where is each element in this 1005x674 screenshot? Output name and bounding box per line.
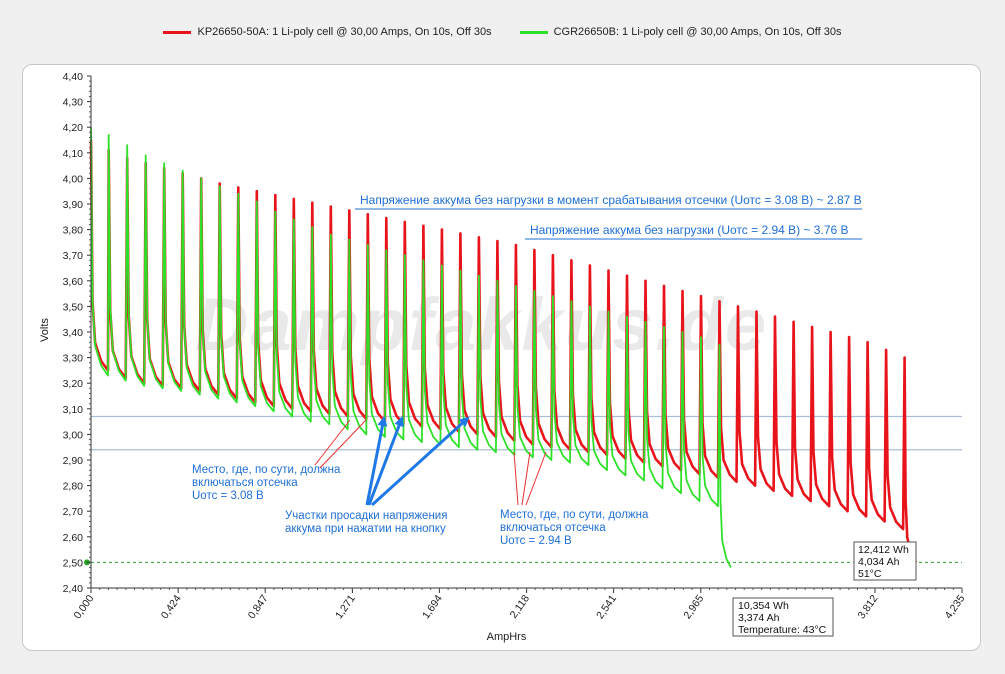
info-red-line1: 12,412 Wh	[858, 544, 909, 556]
annotation-top1: Напряжение аккума без нагрузки в момент …	[360, 193, 862, 207]
legend-item-red: KP26650-50A: 1 Li-poly cell @ 30,00 Amps…	[163, 26, 492, 38]
x-tick-label: 2,965	[681, 593, 706, 622]
x-tick-label: 1,694	[420, 593, 445, 622]
series-line-kp26650	[89, 139, 918, 564]
annotation-right-3: Uотс = 2.94 В	[500, 535, 572, 547]
info-green-line1: 10,354 Wh	[738, 600, 789, 612]
annotation-top2: Напряжение аккума без нагрузки (Uотс = 2…	[530, 223, 849, 237]
chart-legend: KP26650-50A: 1 Li-poly cell @ 30,00 Amps…	[0, 22, 1005, 42]
info-red-line2: 4,034 Ah	[858, 556, 900, 568]
info-green-line3: Temperature: 43°C	[738, 624, 827, 636]
y-tick-label: 2,60	[63, 532, 84, 544]
y-tick-label: 3,50	[63, 301, 84, 313]
annotation-left-3: Uотс = 3.08 В	[192, 490, 264, 502]
annotation-right-1: Место, где, по сути, должна	[500, 509, 649, 521]
legend-label-red: KP26650-50A: 1 Li-poly cell @ 30,00 Amps…	[197, 26, 492, 38]
y-tick-label: 2,90	[63, 455, 84, 467]
legend-swatch-green	[519, 30, 548, 34]
y-tick-label: 4,10	[63, 148, 84, 160]
y-tick-label: 2,40	[63, 583, 84, 595]
x-tick-label: 0,424	[159, 593, 184, 622]
y-tick-label: 3,70	[63, 250, 84, 262]
y-tick-label: 2,70	[63, 506, 84, 518]
y-tick-label: 3,20	[63, 378, 84, 390]
red-pointer-lines	[314, 419, 547, 506]
x-tick-label: 4,235	[943, 593, 968, 622]
y-axis-title: Volts	[39, 318, 51, 342]
y-tick-label: 3,30	[63, 353, 84, 365]
y-tick-label: 3,90	[63, 199, 84, 211]
y-tick-label: 3,10	[63, 404, 84, 416]
y-tick-label: 4,40	[63, 71, 84, 83]
annotation-mid-1: Участки просадки напряжения	[285, 510, 447, 522]
y-tick-label: 3,80	[63, 225, 84, 237]
y-tick-label: 2,50	[63, 557, 84, 569]
y-tick-label: 3,40	[63, 327, 84, 339]
legend-item-green: CGR26650B: 1 Li-poly cell @ 30,00 Amps, …	[519, 26, 842, 38]
info-red-line3: 51°C	[858, 568, 882, 580]
y-tick-label: 3,00	[63, 429, 84, 441]
annotation-left-2: включаться отсечка	[192, 477, 298, 489]
blue-arrows	[365, 416, 470, 507]
x-tick-label: 0,847	[246, 593, 271, 622]
x-tick-label: 0,000	[72, 593, 97, 622]
x-axis-title: AmpHrs	[487, 631, 527, 643]
legend-swatch-red	[163, 30, 192, 34]
x-tick-label: 1,271	[333, 593, 358, 622]
annotation-mid-2: аккума при нажатии на кнопку	[285, 523, 446, 535]
y-tick-label: 4,30	[63, 97, 84, 109]
x-tick-label: 3,812	[856, 593, 881, 622]
x-tick-label: 2,118	[508, 593, 533, 621]
y-tick-label: 2,80	[63, 481, 84, 493]
y-tick-label: 4,20	[63, 122, 84, 134]
series-line-cgr26650	[90, 127, 732, 568]
annotation-left-1: Место, где, по сути, должна	[192, 464, 341, 476]
annotations: Напряжение аккума без нагрузки в момент …	[192, 193, 862, 547]
annotation-right-2: включаться отсечка	[500, 522, 606, 534]
y-tick-label: 4,00	[63, 173, 84, 185]
info-box-green: 10,354 Wh 3,374 Ah Temperature: 43°C	[732, 597, 834, 637]
info-green-line2: 3,374 Ah	[738, 612, 780, 624]
y-tick-label: 3,60	[63, 276, 84, 288]
info-box-red: 12,412 Wh 4,034 Ah 51°C	[853, 541, 917, 581]
x-tick-label: 2,541	[594, 593, 619, 622]
series-group	[89, 127, 918, 568]
legend-label-green: CGR26650B: 1 Li-poly cell @ 30,00 Amps, …	[553, 26, 842, 38]
